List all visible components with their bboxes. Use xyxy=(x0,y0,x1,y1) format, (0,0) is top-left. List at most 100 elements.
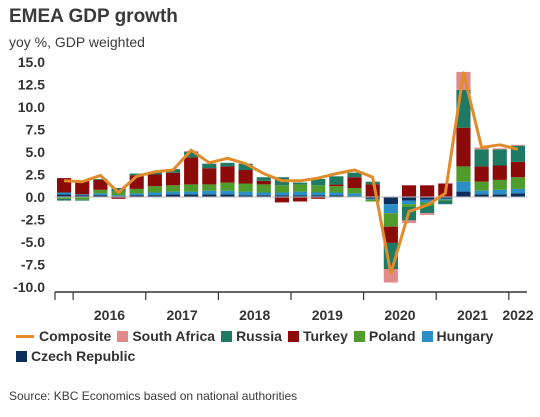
bar-segment xyxy=(184,194,199,197)
bar-segment xyxy=(129,193,144,196)
legend-swatch xyxy=(16,350,27,362)
bar-segment xyxy=(474,190,489,195)
x-tick-label: 2020 xyxy=(384,307,415,323)
bar-segment xyxy=(184,152,199,158)
x-tick-label: 2022 xyxy=(502,307,533,323)
bar-segment xyxy=(401,197,417,201)
bar-segment xyxy=(311,179,326,186)
bar-segment xyxy=(238,170,253,184)
bar-segment xyxy=(492,189,507,195)
legend-item: Turkey xyxy=(287,328,348,344)
bar-segment xyxy=(456,181,471,192)
bar-segment xyxy=(510,144,526,146)
bar-segment xyxy=(365,198,380,200)
bar-segment xyxy=(492,179,507,190)
bar-segment xyxy=(311,185,326,193)
bar-segment xyxy=(401,220,417,224)
bar-segment xyxy=(311,192,326,196)
legend-item: Composite xyxy=(16,328,111,344)
legend-item: Poland xyxy=(353,328,416,344)
bar-segment xyxy=(129,188,144,194)
chart-subtitle: yoy %, GDP weighted xyxy=(9,34,145,50)
bar-segment xyxy=(492,165,507,180)
bar-segment xyxy=(75,180,90,195)
bar-segment xyxy=(274,195,290,197)
bar-segment xyxy=(438,200,453,205)
bar-segment xyxy=(456,127,471,167)
x-tick-label: 2018 xyxy=(239,307,270,323)
bar-segment xyxy=(220,190,235,195)
bar-segment xyxy=(56,197,72,199)
bar-segment xyxy=(147,192,162,196)
legend-item: Hungary xyxy=(421,328,494,344)
bar-segment xyxy=(492,194,507,197)
bar-segment xyxy=(420,197,435,200)
bar-segment xyxy=(93,179,108,190)
legend-label: Russia xyxy=(236,328,282,344)
bar-segment xyxy=(292,182,308,185)
bar-segment xyxy=(220,162,235,167)
bar-segment xyxy=(347,193,362,197)
x-tick-label: 2016 xyxy=(94,307,125,323)
bar-segment xyxy=(274,185,290,193)
bar-segment xyxy=(492,149,507,166)
bar-segment xyxy=(165,185,181,192)
bar-segment xyxy=(365,197,380,199)
bar-segment xyxy=(401,185,417,197)
bar-segment xyxy=(292,197,308,202)
bar-segment xyxy=(93,193,108,196)
y-tick-label: -2.5 xyxy=(21,212,45,228)
y-tick-label: 2.5 xyxy=(26,167,46,183)
y-tick-label: 15.0 xyxy=(18,54,45,70)
bar-segment xyxy=(238,163,253,170)
legend-label: Hungary xyxy=(436,328,494,344)
bar-segment xyxy=(456,191,471,197)
x-tick-label: 2017 xyxy=(166,307,197,323)
bar-segment xyxy=(111,197,126,199)
bar-segment xyxy=(202,194,217,197)
bar-segment xyxy=(311,195,326,197)
legend-label: Poland xyxy=(368,328,416,344)
bar-segment xyxy=(238,195,253,197)
bar-segment xyxy=(292,195,308,197)
bar-segment xyxy=(129,173,144,176)
bar-segment xyxy=(474,166,489,182)
bar-segment xyxy=(329,192,344,196)
bar-segment xyxy=(311,197,326,199)
bar-segment xyxy=(383,213,398,227)
legend-label: Turkey xyxy=(302,328,348,344)
legend-item: Russia xyxy=(221,328,282,344)
bar-segment xyxy=(510,193,526,197)
y-tick-label: 7.5 xyxy=(26,122,46,138)
bar-segment xyxy=(365,184,380,197)
bar-segment xyxy=(238,191,253,196)
gdp-growth-chart: 15.0 12.5 10.0 7.5 5.0 2.5 0.0 -2.5 -5.0 -7.5 -10.… xyxy=(13,54,534,323)
bar-segment xyxy=(420,213,435,215)
bar-segment xyxy=(420,199,435,203)
legend-swatch xyxy=(287,330,299,342)
bar-segment xyxy=(147,195,162,197)
bar-segment xyxy=(75,195,90,197)
bar-segment xyxy=(202,168,217,185)
bar-segment xyxy=(274,197,290,203)
bar-segment xyxy=(75,197,90,200)
bar-segment xyxy=(165,191,181,195)
bar-segment xyxy=(256,184,271,193)
bar-segment xyxy=(147,186,162,193)
bar-segment xyxy=(165,172,181,186)
bar-segment xyxy=(365,199,380,202)
bar-segment xyxy=(111,195,126,197)
bar-segment xyxy=(438,198,453,200)
y-tick-label: 12.5 xyxy=(18,77,45,93)
bar-segment xyxy=(202,163,217,169)
bar-segment xyxy=(420,206,435,214)
legend-label: South Africa xyxy=(132,328,216,344)
bar-segment xyxy=(238,183,253,192)
x-tick-label: 2019 xyxy=(312,307,343,323)
source-note: Source: KBC Economics based on national … xyxy=(9,389,298,403)
legend-swatch xyxy=(221,330,233,342)
bar-segment xyxy=(256,177,271,181)
bar-segment xyxy=(383,269,398,283)
bar-segment xyxy=(56,194,72,197)
bar-segment xyxy=(329,186,344,193)
